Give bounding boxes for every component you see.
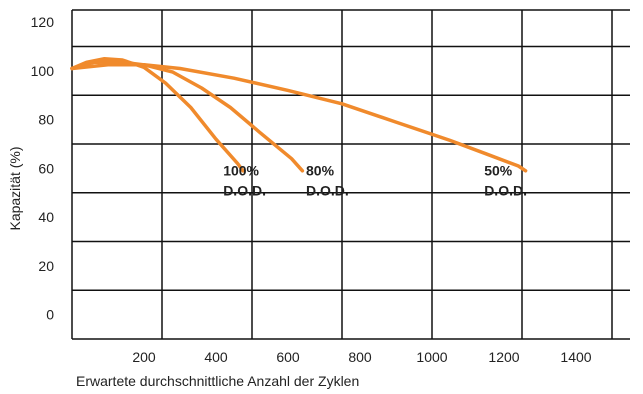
series-line-0 — [70, 56, 245, 173]
x-tick-label: 1400 — [560, 349, 591, 365]
series-line-2 — [70, 63, 528, 173]
annotation-label: 50% — [484, 163, 513, 179]
y-tick-label: 100 — [31, 63, 55, 79]
annotation-label: 100% — [223, 163, 259, 179]
annotation-label: D.O.D. — [223, 183, 266, 199]
y-axis-label: Kapazität (%) — [7, 146, 23, 230]
y-tick-label: 120 — [31, 14, 55, 30]
annotation-label: 80% — [306, 163, 335, 179]
annotation-label: D.O.D. — [484, 183, 527, 199]
x-tick-label: 600 — [276, 349, 300, 365]
y-tick-label: 20 — [38, 258, 54, 274]
x-tick-label: 800 — [348, 349, 372, 365]
y-tick-label: 60 — [38, 160, 54, 176]
x-tick-label: 200 — [132, 349, 156, 365]
x-tick-label: 1200 — [488, 349, 519, 365]
x-tick-label: 400 — [204, 349, 228, 365]
x-axis-label: Erwartete durchschnittliche Anzahl der Z… — [76, 373, 359, 389]
annotation-label: D.O.D. — [306, 183, 349, 199]
y-tick-label: 40 — [38, 209, 54, 225]
series-line-1 — [70, 59, 305, 173]
x-tick-label: 1000 — [416, 349, 447, 365]
y-tick-label: 0 — [46, 307, 54, 323]
y-tick-label: 80 — [38, 112, 54, 128]
